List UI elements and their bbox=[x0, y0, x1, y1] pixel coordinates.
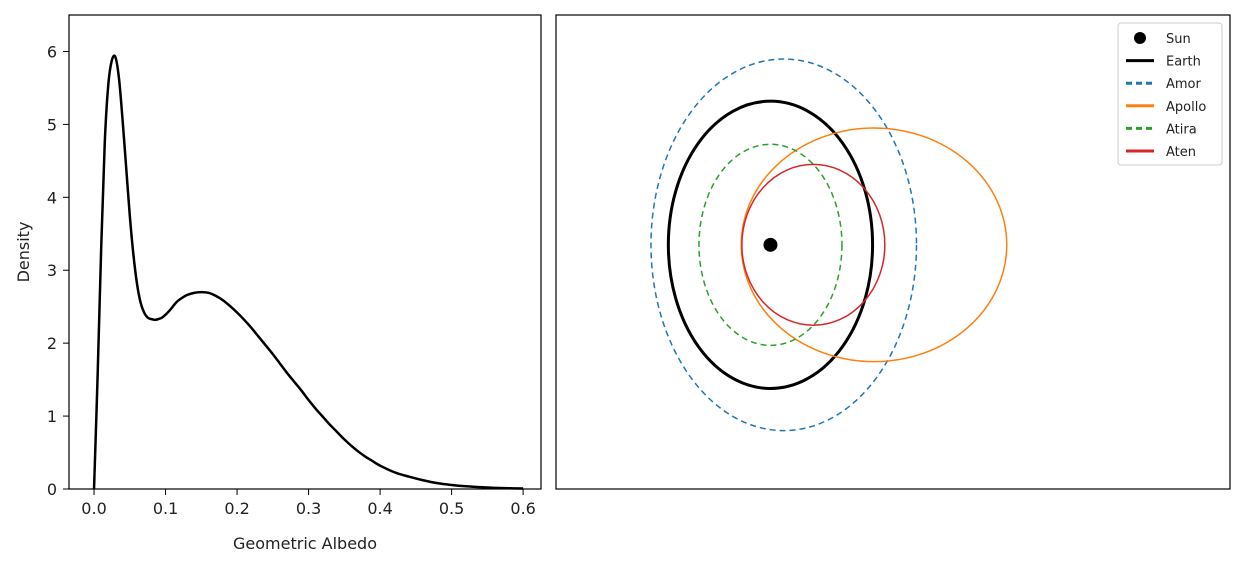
legend-label: Sun bbox=[1166, 32, 1191, 47]
y-axis-label: Density bbox=[14, 222, 33, 283]
y-tick-label: 2 bbox=[47, 334, 57, 353]
legend-sun-swatch bbox=[1134, 32, 1146, 44]
orbit-amor bbox=[650, 58, 918, 432]
x-tick-label: 0.5 bbox=[439, 499, 464, 518]
x-tick-label: 0.6 bbox=[510, 499, 535, 518]
x-tick-label: 0.2 bbox=[224, 499, 249, 518]
y-tick-label: 6 bbox=[47, 42, 57, 61]
x-tick-label: 0.4 bbox=[367, 499, 392, 518]
left-x-ticks: 0.0 0.1 0.2 0.3 0.4 0.5 0.6 bbox=[81, 489, 536, 518]
right-plot-frame bbox=[555, 14, 1231, 490]
x-axis-label: Geometric Albedo bbox=[233, 534, 377, 553]
orbit-aten bbox=[741, 163, 886, 327]
x-tick-label: 0.0 bbox=[81, 499, 106, 518]
x-tick-label: 0.3 bbox=[296, 499, 321, 518]
legend-item-apollo: Apollo bbox=[1126, 100, 1206, 115]
legend-label: Apollo bbox=[1166, 100, 1206, 115]
legend-label: Amor bbox=[1166, 77, 1202, 92]
legend-item-sun: Sun bbox=[1134, 32, 1191, 47]
density-curve bbox=[92, 54, 524, 490]
legend-box bbox=[1117, 22, 1223, 166]
y-tick-label: 0 bbox=[47, 480, 57, 499]
left-y-ticks: 0 1 2 3 4 5 6 bbox=[47, 42, 69, 499]
orbit-earth bbox=[666, 99, 875, 390]
x-tick-label: 0.1 bbox=[153, 499, 178, 518]
legend-item-earth: Earth bbox=[1126, 55, 1201, 70]
orbit-group bbox=[650, 58, 1008, 432]
legend-label: Aten bbox=[1166, 145, 1196, 160]
sun-marker bbox=[763, 237, 778, 252]
orbit-diagram-chart: Sun Earth Amor Apollo Atira Aten bbox=[555, 14, 1231, 490]
legend-label: Earth bbox=[1166, 55, 1201, 70]
legend-label: Atira bbox=[1166, 122, 1197, 137]
y-tick-label: 3 bbox=[47, 261, 57, 280]
y-tick-label: 5 bbox=[47, 115, 57, 134]
y-tick-label: 1 bbox=[47, 407, 57, 426]
legend-item-amor: Amor bbox=[1126, 77, 1202, 92]
albedo-density-chart: 0.0 0.1 0.2 0.3 0.4 0.5 0.6 0 1 2 3 4 5 6 Geometric … bbox=[14, 14, 542, 553]
y-tick-label: 4 bbox=[47, 188, 57, 207]
legend-item-aten: Aten bbox=[1126, 145, 1196, 160]
legend: Sun Earth Amor Apollo Atira Aten bbox=[1117, 22, 1223, 166]
legend-item-atira: Atira bbox=[1126, 122, 1197, 137]
left-plot-frame bbox=[68, 14, 542, 490]
orbit-atira bbox=[698, 143, 843, 347]
